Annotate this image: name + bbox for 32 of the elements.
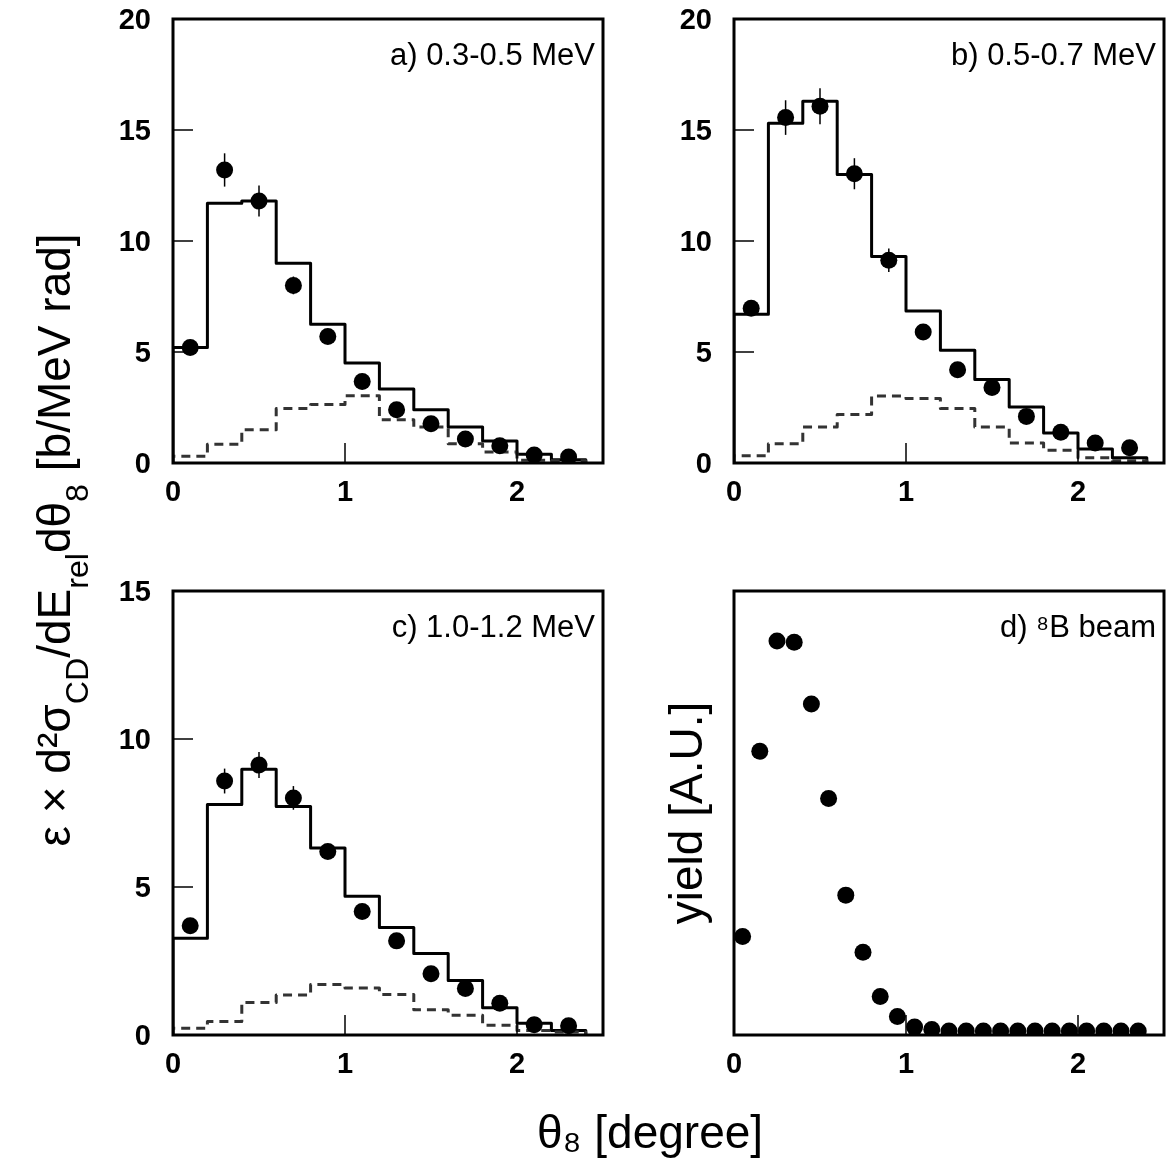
x-tick-label: 1 bbox=[897, 475, 915, 507]
y-tick-label: 15 bbox=[679, 114, 712, 146]
x-axis-title: θ₈ [degree] bbox=[536, 1106, 764, 1158]
text: c) 1.0-1.2 MeV bbox=[391, 609, 596, 644]
y-tick-label: 0 bbox=[695, 447, 712, 479]
x-tick-label: 2 bbox=[508, 1047, 526, 1079]
y-tick-label: 5 bbox=[134, 336, 151, 368]
chart-title: d) ⁸B beam bbox=[999, 609, 1156, 644]
x-tick-label: 2 bbox=[508, 475, 526, 507]
x-tick-label: 1 bbox=[336, 1047, 354, 1079]
y-tick-label: 5 bbox=[134, 871, 151, 903]
y-tick-label: 0 bbox=[134, 447, 151, 479]
x-tick-label: 2 bbox=[1069, 1047, 1087, 1079]
y-axis-title: yield [A.U.] bbox=[660, 701, 712, 925]
text: a) 0.3-0.5 MeV bbox=[389, 37, 596, 72]
y-tick-label: 0 bbox=[134, 1019, 151, 1051]
x-tick-label: 0 bbox=[725, 475, 743, 507]
y-tick-label: 5 bbox=[695, 336, 712, 368]
y-tick-label: 20 bbox=[679, 3, 712, 35]
y-tick-label: 10 bbox=[679, 225, 712, 257]
x-tick-label: 0 bbox=[725, 1047, 743, 1079]
x-tick-label: 0 bbox=[164, 1047, 182, 1079]
y-tick-label: 20 bbox=[118, 3, 151, 35]
x-tick-label: 2 bbox=[1069, 475, 1087, 507]
text: b) 0.5-0.7 MeV bbox=[950, 37, 1157, 72]
x-tick-label: 0 bbox=[164, 475, 182, 507]
x-tick-label: 1 bbox=[897, 1047, 915, 1079]
y-tick-label: 15 bbox=[118, 114, 151, 146]
y-tick-label: 10 bbox=[118, 723, 151, 755]
y-tick-label: 15 bbox=[118, 575, 151, 607]
x-tick-label: 1 bbox=[336, 475, 354, 507]
y-tick-label: 10 bbox=[118, 225, 151, 257]
